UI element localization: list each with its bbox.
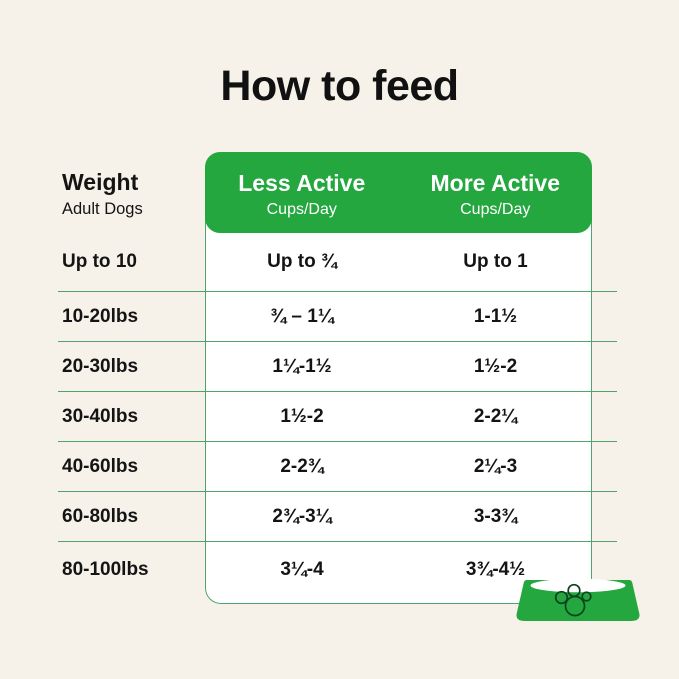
more-active-cell: 2-2¼ xyxy=(473,405,518,427)
more-active-cell: 1-1½ xyxy=(473,305,518,327)
table-panel xyxy=(205,200,592,604)
less-active-cell: 2¾-3¼ xyxy=(272,505,332,527)
table-row: 10-20lbs ¾ – 1¼ 1-1½ xyxy=(58,292,617,342)
weight-column-header: Weight Adult Dogs xyxy=(62,169,143,219)
less-active-units: Cups/Day xyxy=(266,200,337,218)
less-active-cell: 1¼-1½ xyxy=(272,355,332,377)
table-row: 60-80lbs 2¾-3¼ 3-3¾ xyxy=(58,492,617,542)
activity-columns-header: Less Active Cups/Day More Active Cups/Da… xyxy=(205,152,592,233)
table-row: 30-40lbs 1½-2 2-2¼ xyxy=(58,392,617,442)
more-active-cell: 1½-2 xyxy=(473,355,518,377)
dog-bowl-icon xyxy=(516,578,640,621)
feeding-table: Up to 10 Up to ¾ Up to 1 10-20lbs ¾ – 1¼… xyxy=(58,233,617,604)
more-active-cell: Up to 1 xyxy=(463,251,528,272)
less-active-cell: 3¼-4 xyxy=(280,559,324,580)
table-row: 80-100lbs 3¼-4 3¾-4½ xyxy=(58,542,617,604)
weight-header-label: Weight xyxy=(62,169,139,195)
weight-header-subtitle: Adult Dogs xyxy=(62,200,143,218)
less-active-cell: 2-2¾ xyxy=(280,455,324,477)
less-active-cell: 1½-2 xyxy=(280,405,324,427)
table-row: 40-60lbs 2-2¾ 2¼-3 xyxy=(58,442,617,492)
weight-cell: 30-40lbs xyxy=(62,405,139,427)
less-active-cell: ¾ – 1¼ xyxy=(270,305,334,327)
table-row: Up to 10 Up to ¾ Up to 1 xyxy=(58,233,617,292)
more-active-cell: 3-3¾ xyxy=(473,505,518,527)
more-active-units: Cups/Day xyxy=(460,200,531,218)
more-active-cell: 2¼-3 xyxy=(473,455,518,477)
more-active-column-header: More Active Cups/Day xyxy=(399,152,593,233)
page-title: How to feed xyxy=(220,62,459,110)
weight-cell: 10-20lbs xyxy=(62,305,139,327)
weight-cell: 60-80lbs xyxy=(62,505,139,527)
weight-cell: 40-60lbs xyxy=(62,455,139,477)
more-active-label: More Active xyxy=(430,169,561,196)
weight-cell: Up to 10 xyxy=(62,251,137,272)
paw-print-icon xyxy=(554,583,592,617)
table-row: 20-30lbs 1¼-1½ 1½-2 xyxy=(58,342,617,392)
weight-cell: 80-100lbs xyxy=(62,559,149,580)
more-active-cell: 3¾-4½ xyxy=(465,559,526,580)
less-active-column-header: Less Active Cups/Day xyxy=(205,152,399,233)
less-active-label: Less Active xyxy=(238,169,366,196)
less-active-cell: Up to ¾ xyxy=(267,251,337,272)
weight-cell: 20-30lbs xyxy=(62,355,139,377)
